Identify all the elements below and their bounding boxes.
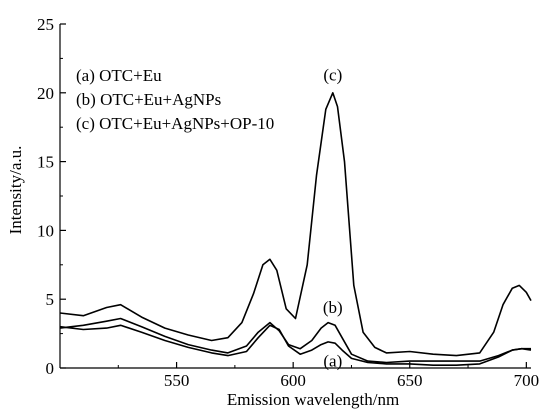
y-tick-label: 5 <box>46 290 55 309</box>
y-axis-title: Intensity/a.u. <box>6 146 25 235</box>
y-tick-label: 15 <box>37 153 54 172</box>
x-axis-title: Emission wavelength/nm <box>227 390 399 409</box>
annotation-layer: (c) (b) (a) <box>323 65 343 370</box>
y-tick-label: 25 <box>37 15 54 34</box>
legend: (a) OTC+Eu (b) OTC+Eu+AgNPs (c) OTC+Eu+A… <box>76 66 274 133</box>
legend-entry-c: (c) OTC+Eu+AgNPs+OP-10 <box>76 114 274 133</box>
series-line-a <box>59 324 532 367</box>
annotation-c: (c) <box>323 65 342 84</box>
x-tick-label: 700 <box>514 371 540 390</box>
series-layer <box>59 92 532 367</box>
x-tick-label: 600 <box>280 371 306 390</box>
y-tick-label: 0 <box>46 359 55 378</box>
ticks-layer: 0 5 10 15 20 25 550 600 650 700 <box>37 15 539 390</box>
series-line-b <box>59 317 531 364</box>
annotation-a: (a) <box>323 352 342 371</box>
x-tick-label: 550 <box>164 371 190 390</box>
annotation-b: (b) <box>323 298 343 317</box>
legend-entry-b: (b) OTC+Eu+AgNPs <box>76 90 221 109</box>
y-tick-label: 20 <box>37 84 54 103</box>
y-tick-label: 10 <box>37 221 54 240</box>
x-tick-label: 650 <box>397 371 423 390</box>
series-line-c <box>59 92 532 357</box>
legend-entry-a: (a) OTC+Eu <box>76 66 162 85</box>
